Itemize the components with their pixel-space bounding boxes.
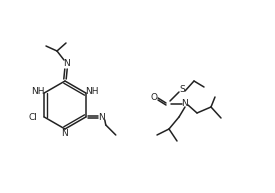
Text: S: S: [179, 85, 185, 93]
Text: NH: NH: [85, 87, 98, 96]
Text: N: N: [63, 59, 69, 69]
Text: NH: NH: [31, 87, 45, 96]
Text: Cl: Cl: [29, 113, 38, 122]
Text: N: N: [62, 129, 68, 137]
Text: N: N: [98, 113, 105, 122]
Text: N: N: [182, 98, 188, 108]
Text: O: O: [150, 92, 158, 102]
